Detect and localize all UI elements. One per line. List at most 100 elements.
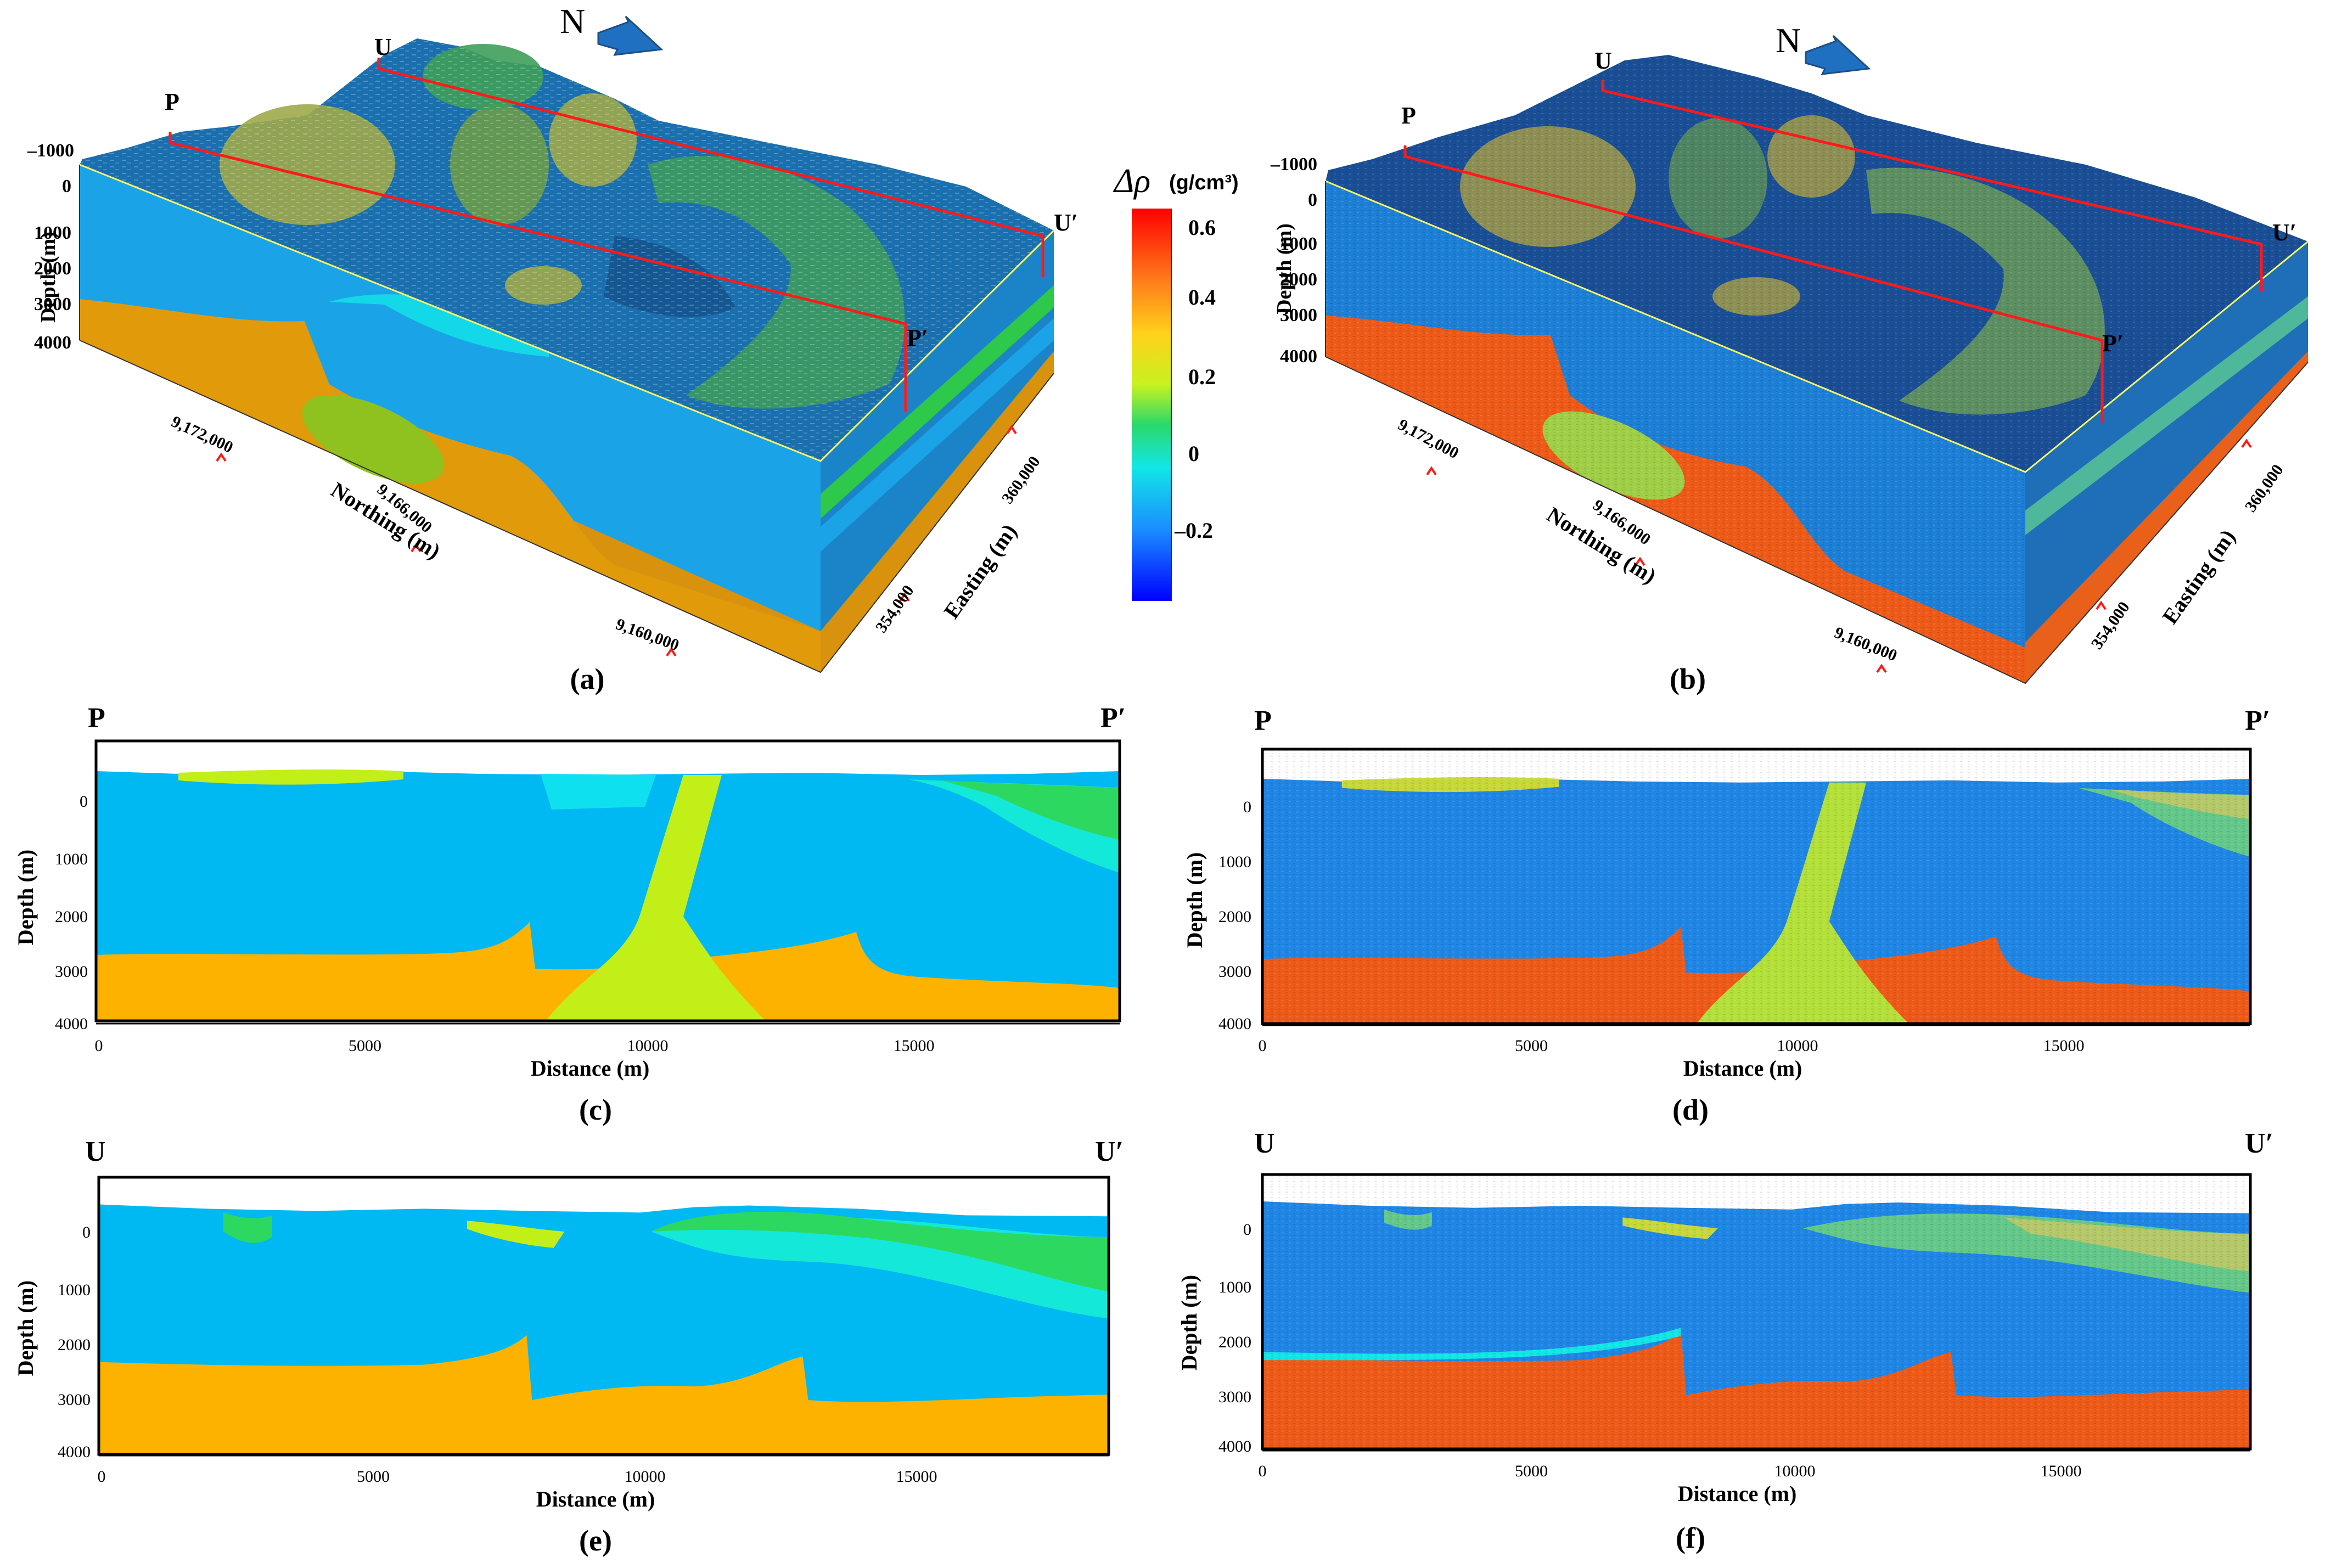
svg-text:5000: 5000: [357, 1468, 390, 1486]
svg-text:360,000: 360,000: [998, 453, 1044, 507]
svg-text:15000: 15000: [894, 1037, 935, 1055]
svg-text:2000: 2000: [58, 1336, 91, 1354]
section-d-left-label: P: [1254, 705, 1272, 737]
north-label-b: N: [1776, 21, 1801, 60]
svg-text:10000: 10000: [1777, 1037, 1818, 1055]
section-c-xlabel: Distance (m): [531, 1056, 650, 1081]
svg-text:–1000: –1000: [27, 140, 74, 161]
svg-text:10000: 10000: [627, 1037, 669, 1055]
caption-a: (a): [570, 662, 605, 695]
svg-text:15000: 15000: [2041, 1462, 2082, 1480]
depth-label-b: Depth (m): [1273, 223, 1296, 314]
marker-u-b: U: [1594, 47, 1612, 74]
profile-line-u-b: [1601, 80, 2263, 291]
caption-b: (b): [1670, 662, 1706, 695]
colorbar-ticks: 0.6 0.4 0.2 0 –0.2: [1174, 215, 1216, 543]
section-e-left-label: U: [85, 1136, 106, 1167]
svg-text:354,000: 354,000: [2088, 598, 2133, 653]
block-model-a: [79, 38, 1055, 673]
svg-text:–0.2: –0.2: [1174, 518, 1213, 543]
marker-uprime-a: U′: [1054, 209, 1078, 236]
svg-text:0: 0: [1188, 441, 1199, 466]
section-f: U U′ 0 5000 10000 15000 Distance (m) 0 1…: [1177, 1128, 2273, 1554]
caption-f: (f): [1676, 1521, 1705, 1554]
marker-p-b: P: [1401, 102, 1416, 129]
section-d-ylabel: Depth (m): [1182, 852, 1207, 948]
svg-text:2000: 2000: [1218, 908, 1251, 926]
colorbar: Δρ (g/cm³) 0.6 0.4 0.2 0 –0.2: [1113, 162, 1239, 601]
svg-text:1000: 1000: [55, 850, 88, 868]
svg-text:0: 0: [80, 793, 88, 811]
svg-text:3000: 3000: [34, 294, 71, 314]
section-d-right-label: P′: [2245, 705, 2270, 737]
marker-uprime-b: U′: [2272, 219, 2296, 246]
section-f-ylabel: Depth (m): [1177, 1275, 1201, 1370]
marker-pprime-a: P′: [907, 324, 928, 351]
section-e-ylabel: Depth (m): [13, 1280, 38, 1376]
svg-text:0: 0: [62, 176, 71, 196]
svg-text:9,172,000: 9,172,000: [1395, 415, 1462, 462]
marker-pprime-b: P′: [2102, 330, 2124, 357]
svg-text:2000: 2000: [55, 908, 88, 926]
svg-text:0: 0: [82, 1223, 91, 1241]
svg-text:3000: 3000: [58, 1391, 91, 1409]
svg-text:15000: 15000: [2043, 1037, 2085, 1055]
svg-text:1000: 1000: [1280, 234, 1317, 254]
colorbar-unit: (g/cm³): [1169, 171, 1239, 194]
north-label-a: N: [560, 2, 585, 41]
svg-text:1000: 1000: [34, 223, 71, 243]
svg-text:4000: 4000: [1218, 1437, 1251, 1455]
svg-text:2000: 2000: [1280, 269, 1317, 290]
caption-d: (d): [1672, 1093, 1709, 1126]
depth-label-a: Depth (m): [37, 232, 60, 323]
svg-text:4000: 4000: [34, 333, 71, 353]
svg-text:3000: 3000: [1218, 1388, 1251, 1406]
svg-text:10000: 10000: [1774, 1462, 1816, 1480]
svg-text:1000: 1000: [1218, 1278, 1251, 1296]
svg-text:0: 0: [1243, 1221, 1251, 1239]
svg-text:5000: 5000: [349, 1037, 381, 1055]
svg-text:9,172,000: 9,172,000: [169, 412, 236, 457]
svg-text:0: 0: [1308, 190, 1317, 210]
section-c-left-label: P: [88, 702, 105, 734]
section-e-xlabel: Distance (m): [536, 1487, 655, 1511]
section-f-right-label: U′: [2245, 1128, 2273, 1159]
svg-text:5000: 5000: [1515, 1037, 1548, 1055]
easting-label-a: Easting (m): [939, 519, 1022, 623]
svg-text:4000: 4000: [58, 1443, 91, 1461]
svg-text:9,160,000: 9,160,000: [1832, 623, 1900, 665]
caption-e: (e): [579, 1524, 612, 1557]
marker-u-a: U: [374, 33, 392, 60]
colorbar-ramp: [1132, 209, 1171, 601]
section-f-xlabel: Distance (m): [1678, 1481, 1797, 1506]
svg-text:0: 0: [1243, 798, 1251, 816]
svg-text:0: 0: [98, 1468, 106, 1486]
svg-text:9,160,000: 9,160,000: [614, 615, 682, 655]
dike-a: [302, 395, 445, 484]
svg-text:0.4: 0.4: [1188, 285, 1216, 310]
north-arrow-b: [1805, 35, 1871, 75]
easting-label-b: Easting (m): [2158, 525, 2240, 628]
svg-text:15000: 15000: [896, 1468, 937, 1486]
depth-ticks-a: –1000 0 1000 2000 3000 4000: [27, 140, 74, 353]
section-e: U U′ 0 5000 10000 15000 Distance (m) 0 1…: [13, 1136, 1124, 1557]
section-c: P P′ 0 5000 10000 15000 Distance (m) 0 1…: [13, 702, 1126, 1126]
colorbar-symbol: Δρ: [1113, 162, 1150, 200]
section-d-xlabel: Distance (m): [1683, 1056, 1802, 1081]
north-arrow-a: [597, 15, 664, 56]
section-c-ylabel: Depth (m): [13, 850, 38, 945]
section-c-right-label: P′: [1100, 702, 1126, 734]
caption-c: (c): [579, 1093, 612, 1126]
svg-text:4000: 4000: [1218, 1015, 1251, 1033]
section-e-right-label: U′: [1095, 1136, 1124, 1167]
depth-ticks-b: –1000 0 1000 2000 3000 4000: [1270, 154, 1317, 367]
marker-p-a: P: [165, 88, 179, 115]
profile-line-p-a: [169, 132, 907, 412]
svg-text:0: 0: [1259, 1462, 1267, 1480]
profile-line-p-b: [1403, 145, 2104, 423]
svg-text:–1000: –1000: [1270, 154, 1317, 175]
profile-line-u-a: [377, 58, 1044, 277]
svg-text:360,000: 360,000: [2242, 461, 2287, 515]
svg-text:2000: 2000: [1218, 1333, 1251, 1351]
svg-text:1000: 1000: [58, 1281, 91, 1299]
